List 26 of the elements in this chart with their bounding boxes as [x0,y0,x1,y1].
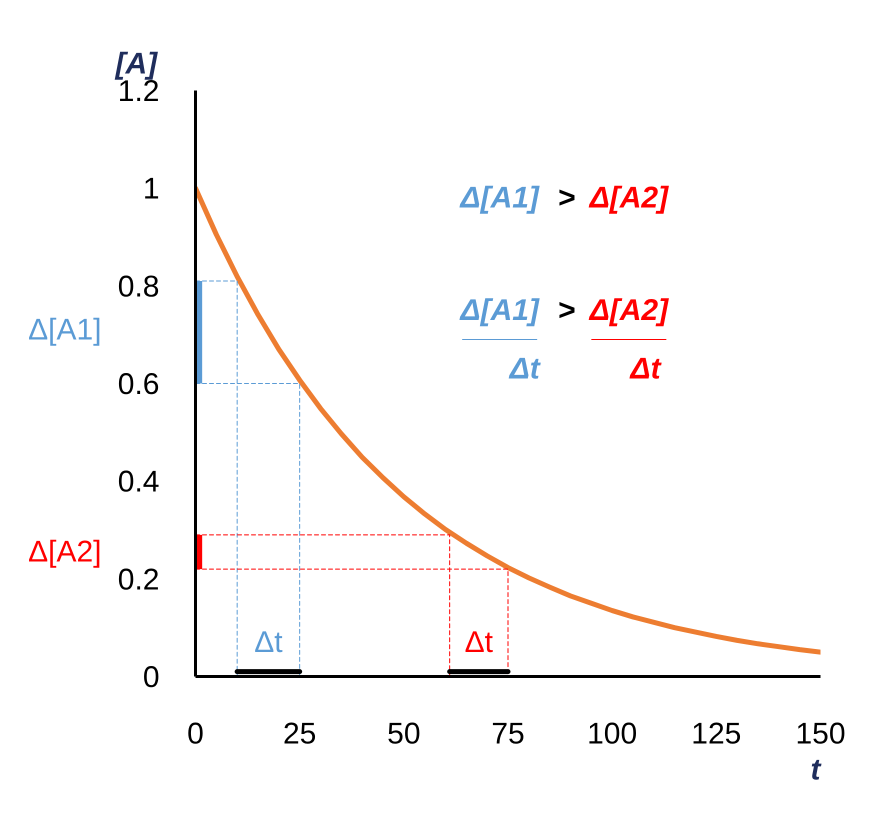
x-tick-label: 125 [691,718,742,750]
x-tick-label: 75 [491,718,525,750]
x-tick-label: 25 [282,718,316,750]
x-tick-label: 150 [795,718,846,750]
y-tick-label: 1 [142,172,160,206]
y-tick-label: 0.4 [118,466,160,499]
annotation: Δt [254,626,284,659]
y-tick-label: 0 [142,661,160,694]
y-tick-label: 0.8 [118,270,160,304]
x-tick-label: 100 [587,718,638,750]
annotation: Δ[A1] [459,181,540,214]
annotation: Δt [464,626,494,659]
annotation: Δt [508,352,542,386]
x-tick-label: 0 [187,718,204,750]
text: Δ[A2] [28,535,102,568]
annotation: > [558,294,576,327]
y-tick-label: 0.6 [118,368,160,401]
annotation: Δ[A2] [588,181,670,214]
annotation: Δt [629,352,663,386]
annotation: > [558,181,576,214]
annotation: Δ[A2] [588,294,670,327]
annotation: Δ[A1] [459,294,540,327]
y-tick-label: 0.2 [118,563,160,596]
text: Δ[A1] [28,313,102,346]
x-axis-title: t [810,754,823,786]
x-tick-label: 50 [387,718,421,750]
